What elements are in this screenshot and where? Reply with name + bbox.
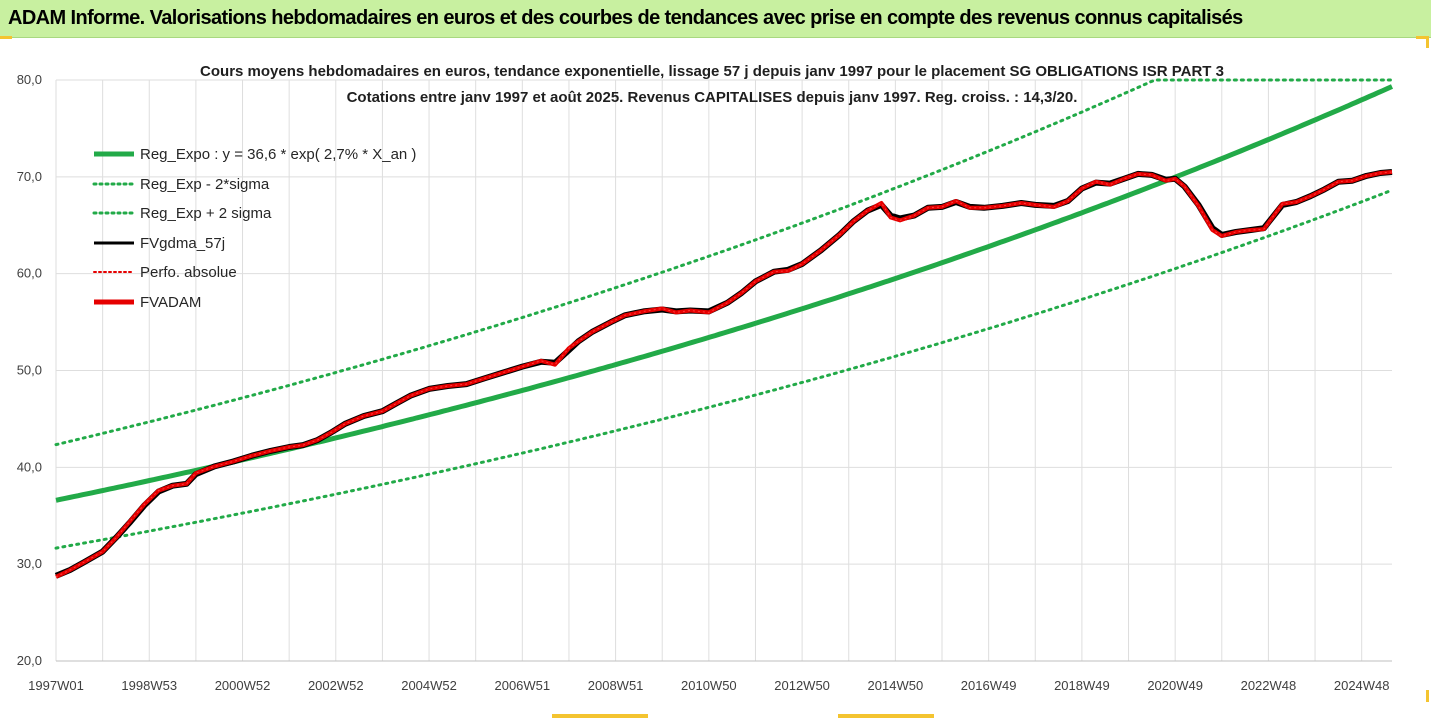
corner-mark-tl-h <box>0 36 12 39</box>
legend-item-perfo: Perfo. absolue <box>93 264 237 281</box>
x-tick-label: 2018W49 <box>1054 678 1110 693</box>
axes: 20,0 30,0 40,0 50,0 60,0 70,0 80,0 1997W01 1998W… <box>17 72 1392 693</box>
y-tick-label: 30,0 <box>17 556 42 571</box>
x-tick-label: 2000W52 <box>215 678 271 693</box>
x-tick-label: 2024W48 <box>1334 678 1390 693</box>
legend-item-reg-minus: Reg_Exp - 2*sigma <box>92 176 270 193</box>
legend-item-reg-plus: Reg_Exp + 2 sigma <box>92 205 272 222</box>
corner-mark-bottom-2 <box>838 714 934 718</box>
corner-mark-tr-h <box>1416 36 1428 39</box>
y-tick-label: 50,0 <box>17 363 42 378</box>
series-fvgdma <box>54 169 1393 579</box>
chart-title-line-2: Cotations entre janv 1997 et août 2025. … <box>347 89 1078 106</box>
legend: Reg_Expo : y = 36,6 * exp( 2,7% * X_an )… <box>92 146 416 311</box>
x-tick-label: 2006W51 <box>494 678 550 693</box>
series-reg-minus-2sigma <box>54 188 1394 550</box>
legend-label-reg-plus: Reg_Exp + 2 sigma <box>140 205 272 222</box>
x-tick-label: 2002W52 <box>308 678 364 693</box>
x-tick-label: 2014W50 <box>868 678 924 693</box>
y-tick-label: 70,0 <box>17 169 42 184</box>
x-tick-label: 2010W50 <box>681 678 737 693</box>
header-bar: ADAM Informe. Valorisations hebdomadaire… <box>0 0 1431 38</box>
x-tick-label: 2020W49 <box>1147 678 1203 693</box>
series-perfo-absolue <box>55 171 1393 578</box>
legend-label-perfo: Perfo. absolue <box>140 264 237 281</box>
corner-mark-br-v <box>1426 690 1429 702</box>
x-tick-label: 2012W50 <box>774 678 830 693</box>
x-tick-label: 2022W48 <box>1241 678 1297 693</box>
page-title: ADAM Informe. Valorisations hebdomadaire… <box>8 7 1243 29</box>
y-tick-label: 40,0 <box>17 459 42 474</box>
corner-mark-tr-v <box>1426 36 1429 48</box>
legend-label-reg-expo: Reg_Expo : y = 36,6 * exp( 2,7% * X_an ) <box>140 146 416 163</box>
legend-item-fvgdma: FVgdma_57j <box>94 235 225 252</box>
x-tick-label: 2016W49 <box>961 678 1017 693</box>
legend-label-reg-minus: Reg_Exp - 2*sigma <box>140 176 270 193</box>
x-tick-label: 1997W01 <box>28 678 84 693</box>
legend-item-reg-expo: Reg_Expo : y = 36,6 * exp( 2,7% * X_an ) <box>94 146 416 163</box>
chart-title-line-1: Cours moyens hebdomadaires en euros, ten… <box>200 63 1224 80</box>
legend-label-fvgdma: FVgdma_57j <box>140 235 225 252</box>
series <box>54 78 1394 579</box>
x-tick-label: 2008W51 <box>588 678 644 693</box>
x-tick-label: 2004W52 <box>401 678 457 693</box>
grid <box>55 79 1392 662</box>
y-tick-label: 80,0 <box>17 72 42 87</box>
legend-item-fvadam: FVADAM <box>94 294 201 311</box>
y-tick-label: 60,0 <box>17 266 42 281</box>
x-tick-label: 1998W53 <box>121 678 177 693</box>
series-reg-plus-2sigma <box>54 78 1394 447</box>
chart: 20,0 30,0 40,0 50,0 60,0 70,0 80,0 1997W01 1998W… <box>17 63 1394 693</box>
y-tick-label: 20,0 <box>17 653 42 668</box>
legend-label-fvadam: FVADAM <box>140 294 201 311</box>
corner-mark-bottom-1 <box>552 714 648 718</box>
series-fvadam <box>55 170 1393 579</box>
